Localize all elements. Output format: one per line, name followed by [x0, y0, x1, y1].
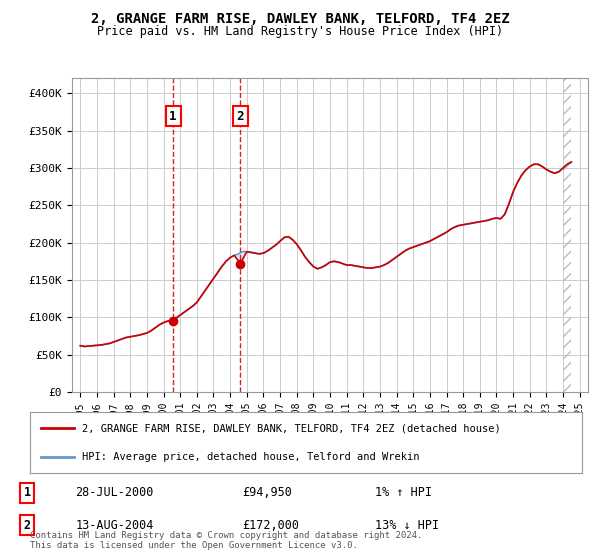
- Text: HPI: Average price, detached house, Telford and Wrekin: HPI: Average price, detached house, Telf…: [82, 451, 420, 461]
- Text: Price paid vs. HM Land Registry's House Price Index (HPI): Price paid vs. HM Land Registry's House …: [97, 25, 503, 38]
- Text: 13-AUG-2004: 13-AUG-2004: [76, 519, 154, 531]
- Text: £172,000: £172,000: [242, 519, 299, 531]
- Text: 2: 2: [23, 519, 31, 531]
- Text: £94,950: £94,950: [242, 487, 292, 500]
- Text: Contains HM Land Registry data © Crown copyright and database right 2024.
This d: Contains HM Land Registry data © Crown c…: [30, 530, 422, 550]
- Text: 1: 1: [23, 487, 31, 500]
- Text: 1% ↑ HPI: 1% ↑ HPI: [375, 487, 432, 500]
- Text: 2, GRANGE FARM RISE, DAWLEY BANK, TELFORD, TF4 2EZ (detached house): 2, GRANGE FARM RISE, DAWLEY BANK, TELFOR…: [82, 423, 501, 433]
- Text: 1: 1: [169, 110, 177, 123]
- Text: 28-JUL-2000: 28-JUL-2000: [76, 487, 154, 500]
- Text: 2: 2: [236, 110, 244, 123]
- Text: 2, GRANGE FARM RISE, DAWLEY BANK, TELFORD, TF4 2EZ: 2, GRANGE FARM RISE, DAWLEY BANK, TELFOR…: [91, 12, 509, 26]
- Text: 13% ↓ HPI: 13% ↓ HPI: [375, 519, 439, 531]
